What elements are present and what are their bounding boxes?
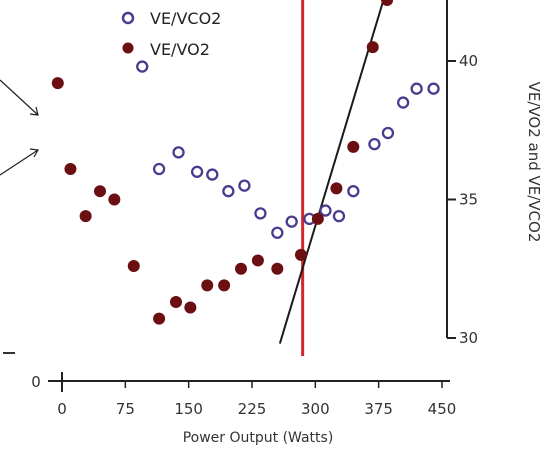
arrow-upper: [0, 79, 39, 116]
ve-vo2-point: [127, 259, 140, 272]
ve-vo2-point: [201, 279, 214, 292]
ve-vo2-point: [51, 77, 64, 90]
y-axis: 3035404550 VE/VO2 and VE/VCO2: [446, 0, 543, 347]
ve-vco2-point: [319, 204, 332, 217]
ve-vco2-point: [152, 162, 166, 176]
arrow-lower: [0, 148, 39, 176]
ve-vco2-point: [222, 185, 235, 198]
legend-marker-ve-vco2: [121, 11, 135, 25]
ve-vco2-point: [332, 209, 346, 223]
x-tick-label: 300: [301, 400, 330, 418]
x-tick-label: 75: [116, 400, 135, 418]
y-tick-label: 30: [459, 329, 478, 347]
ve-vco2-point: [381, 126, 395, 140]
ve-vo2-point: [330, 182, 343, 195]
ve-vco2-point: [347, 185, 360, 198]
y-ticks: 3035404550: [447, 52, 478, 347]
ve-vo2-point: [271, 262, 284, 275]
ve-vco2-point: [172, 146, 185, 159]
ve-vo2-point: [347, 140, 360, 153]
ve-vo2-point: [108, 193, 121, 206]
x-tick-label: 225: [238, 400, 267, 418]
ve-vo2-point: [93, 185, 106, 198]
legend-marker-ve-vo2: [122, 42, 134, 54]
ve-vo2-point: [235, 262, 248, 275]
ve-vo2-point: [366, 41, 379, 54]
y-tick-label: 40: [459, 52, 478, 70]
ve-vco2-point: [368, 137, 381, 151]
ve-vo2-point: [153, 312, 166, 325]
ve-vo2-point: [381, 0, 394, 7]
ve-vco2-point: [136, 60, 149, 73]
x-tick-label: 150: [174, 400, 203, 418]
x-ticks: 0 75 150 225 300 375 450: [57, 372, 456, 418]
legend-item-ve-vco2: VE/VCO2: [121, 9, 221, 28]
ve-vco2-point: [190, 165, 204, 178]
ve-vco2-point: [285, 215, 298, 228]
y-axis-title: VE/VO2 and VE/VCO2: [525, 82, 543, 243]
x-tick-label: 450: [428, 400, 457, 418]
ve-vo2-point: [311, 212, 324, 225]
legend-label-ve-vo2: VE/VO2: [150, 40, 210, 59]
ve-vco2-point: [271, 226, 284, 239]
x-axis-title: Power Output (Watts): [183, 430, 334, 446]
legend-item-ve-vo2: VE/VO2: [122, 40, 210, 59]
x-axis-origin-label: 0: [31, 373, 41, 391]
x-tick-label: 0: [57, 400, 67, 418]
ve-vo2-point: [294, 248, 307, 261]
ve-vco2-point: [254, 207, 267, 220]
ve-vo2-point: [251, 254, 264, 267]
ve-vco2-point: [206, 168, 219, 181]
series-ve-vo2: [51, 0, 394, 325]
ve-vco2-point: [410, 82, 423, 95]
ve-vo2-point: [64, 163, 77, 176]
series-ve-vco2: [136, 60, 440, 239]
legend: VE/VCO2 VE/VO2: [121, 9, 221, 59]
x-axis: 0 75 150 225 300 375 450 0 Power Output (Watts…: [31, 372, 456, 446]
ve-vco2-point: [396, 96, 410, 109]
x-tick-label: 375: [364, 400, 393, 418]
ve-vco2-point: [427, 82, 440, 95]
ve-vo2-point: [169, 295, 182, 308]
ve-vo2-point: [218, 279, 231, 292]
ve-vco2-point: [238, 179, 251, 192]
ve-vo2-point: [79, 210, 92, 223]
arrow-annotations: [0, 79, 39, 176]
ve-vo2-point: [184, 301, 197, 314]
y-tick-label: 35: [459, 191, 478, 209]
legend-label-ve-vco2: VE/VCO2: [150, 9, 221, 28]
